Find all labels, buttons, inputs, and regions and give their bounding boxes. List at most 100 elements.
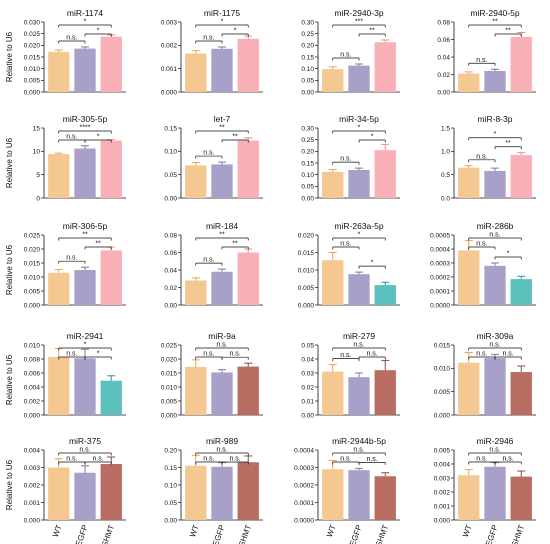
bar (322, 171, 344, 198)
bar (348, 470, 370, 520)
bar (374, 476, 396, 520)
bar (211, 466, 233, 520)
y-tick-label: 0.00 (164, 302, 177, 309)
y-tick-label: 0.0002 (430, 274, 450, 281)
bar (100, 380, 122, 415)
x-tick-label: dsSHMT (97, 524, 116, 544)
chart-panel: let-7 0.00 0.05 0.10 0.15 n.s. ** ** (164, 114, 263, 202)
y-tick-label: 0.05 (164, 172, 177, 179)
y-tick-label: 0.05 (164, 500, 177, 507)
y-tick-label: 0.05 (301, 184, 314, 191)
y-tick-label: 0.30 (301, 125, 314, 132)
y-tick-label: 0.10 (164, 149, 177, 156)
y-tick-label: 0.004 (24, 384, 41, 391)
bar (185, 366, 207, 415)
chart-title: miR-279 (343, 331, 375, 341)
y-tick-label: 0.002 (24, 482, 41, 489)
significance-label: n.s. (229, 351, 240, 358)
significance-label: * (358, 125, 361, 132)
y-tick-label: 0.0 (441, 195, 450, 202)
y-tick-label: 0.001 (24, 500, 41, 507)
y-tick-label: 0.005 (434, 389, 451, 396)
y-tick-label: 0.020 (161, 356, 178, 363)
y-tick-label: 0.04 (164, 267, 177, 274)
bar (74, 358, 96, 415)
y-tick-label: 0.002 (24, 398, 41, 405)
significance-label: n.s. (340, 52, 351, 59)
y-tick-label: 0.020 (298, 232, 315, 239)
y-tick-label: 0.000 (434, 517, 451, 524)
y-tick-label: 0.025 (24, 31, 41, 38)
bar (374, 285, 396, 305)
chart-title: miR-184 (206, 221, 238, 231)
x-tick-label: WT (51, 523, 64, 538)
chart-title: let-7 (214, 114, 231, 124)
significance-label: n.s. (66, 255, 77, 262)
significance-label: ** (232, 241, 238, 248)
y-tick-label: 0.04 (437, 54, 450, 61)
y-tick-label: 0.006 (24, 370, 41, 377)
bar (237, 366, 259, 415)
bar (510, 155, 532, 198)
chart-title: miR-2941 (67, 331, 104, 341)
y-tick-label: 0.008 (24, 356, 41, 363)
y-tick-label: 0.15 (301, 160, 314, 167)
y-tick-label: 0.10 (301, 66, 314, 73)
bar (510, 372, 532, 415)
significance-label: ** (219, 125, 225, 132)
significance-label: n.s. (216, 447, 227, 454)
significance-label: * (371, 260, 374, 267)
y-tick-label: 0.000 (434, 412, 451, 419)
x-tick-label: dsEGFP (208, 524, 227, 544)
significance-label: * (494, 131, 497, 138)
chart-panel: miR-2946 0.000 0.001 0.002 0.003 0.004 0.005 n.… (434, 436, 536, 544)
y-tick-label: 0.005 (298, 285, 315, 292)
significance-label: n.s. (79, 447, 90, 454)
bar (237, 252, 259, 305)
chart-panel: miR-286b 0.0000 0.0001 0.0002 0.0003 0.0004 0.… (430, 221, 536, 309)
y-tick-label: 0.20 (301, 149, 314, 156)
y-tick-label: 0.08 (164, 232, 177, 239)
x-tick-label: dsEGFP (481, 524, 500, 544)
chart-title: miR-305-5p (63, 114, 108, 124)
y-tick-label: 5 (36, 172, 40, 179)
chart-title: miR-989 (206, 436, 238, 446)
y-tick-label: 0.30 (301, 19, 314, 26)
significance-label: n.s. (203, 456, 214, 463)
chart-panel: miR-2940-5p 0.00 0.02 0.04 0.06 0.08 n.s. ** ** (437, 8, 536, 96)
significance-label: * (221, 19, 224, 26)
bar (211, 271, 233, 305)
significance-label: * (84, 19, 87, 26)
bar (510, 36, 532, 92)
y-tick-label: 0.005 (161, 398, 178, 405)
y-tick-label: 0.04 (301, 356, 314, 363)
chart-title: miR-306-5p (63, 221, 108, 231)
significance-label: n.s. (66, 456, 77, 463)
y-tick-label: 0.05 (301, 342, 314, 349)
y-tick-label: 0.015 (24, 260, 41, 267)
chart-panel: miR-2940-3p 0.00 0.05 0.10 0.15 0.20 0.25 0.30 n… (301, 8, 400, 96)
bar (484, 71, 506, 92)
y-tick-label: 0.5 (441, 172, 450, 179)
bar (458, 250, 480, 305)
bar (484, 466, 506, 520)
bar (185, 465, 207, 520)
significance-label: ** (82, 232, 88, 239)
y-tick-label: 0.000 (24, 89, 41, 96)
y-tick-label: 0.0004 (430, 246, 450, 253)
x-tick-label: WT (325, 523, 338, 538)
y-tick-label: 0.015 (161, 370, 178, 377)
chart-panel: miR-9a 0.000 0.005 0.010 0.015 0.020 0.025 n.s.… (161, 331, 263, 419)
y-tick-label: 0.025 (24, 232, 41, 239)
bar (348, 170, 370, 198)
y-tick-label: 0.02 (164, 285, 177, 292)
bar (211, 48, 233, 92)
y-tick-label: 0.002 (434, 489, 451, 496)
y-tick-label: 0.25 (301, 31, 314, 38)
significance-label: n.s. (340, 352, 351, 359)
significance-label: * (234, 28, 237, 35)
